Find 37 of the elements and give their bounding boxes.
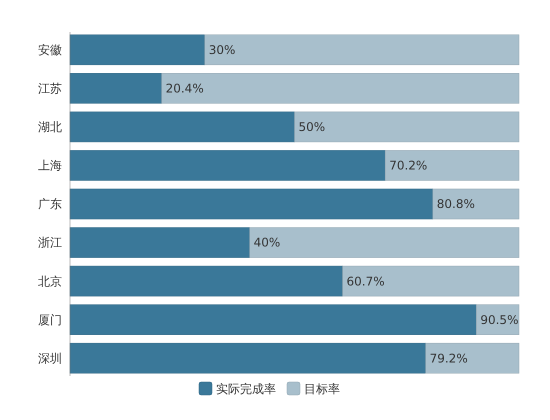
data-label: 20.4%: [166, 82, 204, 96]
bar: [342, 266, 520, 296]
legend-label: 实际完成率: [216, 382, 276, 396]
data-label: 30%: [208, 43, 236, 58]
y-tick-label: 深圳: [38, 351, 62, 366]
bar: [384, 150, 520, 181]
bar: [70, 34, 205, 66]
bar: [70, 304, 477, 335]
y-tick-label: 厦门: [38, 312, 62, 327]
bar: [70, 342, 426, 374]
data-label: 60.7%: [346, 274, 385, 288]
data-label: 79.2%: [430, 351, 468, 366]
bar: [70, 227, 250, 258]
bar: [70, 266, 343, 296]
bar: [425, 342, 520, 374]
bar: [70, 188, 434, 220]
data-label: 40%: [254, 236, 280, 250]
bar: [161, 73, 520, 104]
legend-label: 目标率: [304, 382, 340, 396]
bar: [432, 188, 520, 220]
y-tick-label: 北京: [38, 274, 62, 288]
data-label: 90.5%: [480, 312, 518, 327]
y-tick-label: 浙江: [38, 236, 62, 250]
data-label: 50%: [298, 120, 326, 134]
bar: [294, 112, 520, 142]
data-label: 80.8%: [436, 197, 475, 212]
bar: [204, 34, 520, 66]
bar: [70, 73, 162, 104]
data-label: 70.2%: [389, 158, 428, 173]
bar: [70, 150, 386, 181]
bar: [70, 112, 295, 142]
y-tick-label: 湖北: [38, 120, 62, 134]
y-tick-label: 江苏: [38, 82, 62, 96]
y-tick-label: 安徽: [38, 43, 62, 58]
y-tick-label: 广东: [38, 197, 62, 212]
bar: [249, 227, 520, 258]
y-tick-label: 上海: [38, 158, 62, 173]
